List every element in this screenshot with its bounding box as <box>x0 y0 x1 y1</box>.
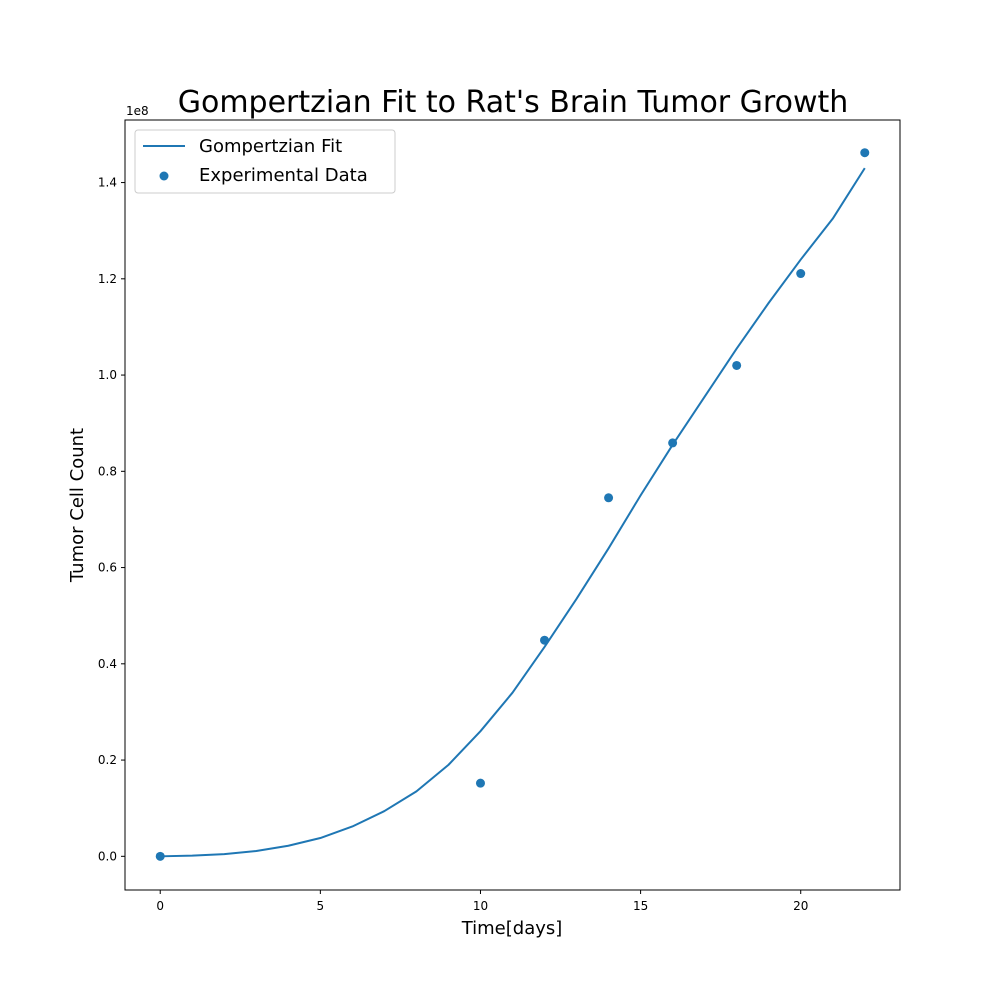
data-point <box>155 851 165 861</box>
chart-title: Gompertzian Fit to Rat's Brain Tumor Gro… <box>178 85 849 120</box>
y-tick-label: 0.0 <box>98 849 117 863</box>
legend-box <box>134 129 396 194</box>
legend: Gompertzian Fit Experimental Data <box>134 129 396 194</box>
legend-label-fit: Gompertzian Fit <box>199 136 342 157</box>
data-point <box>860 148 870 158</box>
y-axis: 0.0 0.2 0.4 0.6 0.8 1.0 1.2 1.4 <box>98 176 125 863</box>
y-tick-label: 1.4 <box>98 176 117 190</box>
y-tick-label: 0.4 <box>98 657 117 671</box>
x-axis: 0 5 10 15 20 <box>156 890 808 913</box>
data-point <box>540 635 550 645</box>
x-tick-label: 5 <box>317 899 325 913</box>
plot-area <box>155 148 870 861</box>
x-tick-label: 15 <box>633 899 648 913</box>
x-tick-label: 10 <box>473 899 488 913</box>
data-point <box>475 778 485 788</box>
y-tick-label: 1.0 <box>98 368 117 382</box>
y-tick-label: 0.6 <box>98 561 117 575</box>
x-tick-label: 20 <box>793 899 808 913</box>
axes-frame <box>124 119 901 891</box>
y-tick-label: 0.2 <box>98 753 117 767</box>
fit-line <box>160 167 866 858</box>
legend-scatter-marker <box>159 171 169 181</box>
data-point <box>796 269 806 279</box>
y-tick-label: 1.2 <box>98 272 117 286</box>
legend-label-data: Experimental Data <box>199 165 368 186</box>
y-axis-label: Tumor Cell Count <box>67 428 88 583</box>
y-axis-offset-label: 1e8 <box>126 104 149 118</box>
x-tick-label: 0 <box>156 899 164 913</box>
data-point <box>732 360 742 370</box>
x-axis-label: Time[days] <box>461 918 563 939</box>
data-point <box>668 438 678 448</box>
data-point <box>604 493 614 503</box>
y-tick-label: 0.8 <box>98 464 117 478</box>
